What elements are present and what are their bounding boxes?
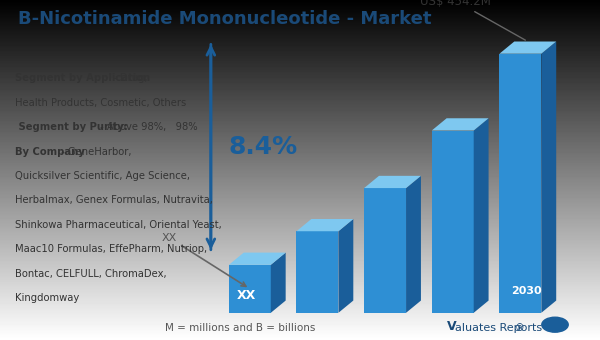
Text: Herbalmax, Genex Formulas, Nutravita,: Herbalmax, Genex Formulas, Nutravita,: [15, 195, 213, 205]
Text: US$ 454.2M: US$ 454.2M: [421, 0, 526, 40]
Text: - GeneHarbor,: - GeneHarbor,: [58, 147, 132, 156]
Text: By Company: By Company: [15, 147, 85, 156]
Polygon shape: [296, 231, 338, 313]
Text: Segment by Purity:: Segment by Purity:: [15, 122, 128, 132]
Text: aluates Reports: aluates Reports: [455, 323, 542, 333]
Text: Kingdomway: Kingdomway: [15, 293, 79, 303]
Polygon shape: [541, 41, 556, 313]
Polygon shape: [473, 118, 488, 313]
Polygon shape: [229, 253, 286, 265]
Polygon shape: [499, 41, 556, 54]
Polygon shape: [296, 219, 353, 231]
Polygon shape: [432, 131, 473, 313]
Text: ®: ®: [515, 323, 524, 333]
Text: Health Products, Cosmetic, Others: Health Products, Cosmetic, Others: [15, 98, 186, 107]
Text: XX: XX: [237, 289, 256, 302]
Text: V: V: [447, 320, 457, 333]
Polygon shape: [499, 54, 541, 313]
Text: 2030: 2030: [511, 286, 542, 296]
Polygon shape: [229, 265, 271, 313]
Text: - Above 98%,   98%: - Above 98%, 98%: [97, 122, 198, 132]
Text: M = millions and B = billions: M = millions and B = billions: [165, 323, 315, 333]
Text: 8.4%: 8.4%: [229, 135, 298, 159]
Polygon shape: [338, 219, 353, 313]
Polygon shape: [271, 253, 286, 313]
Text: XX: XX: [161, 233, 246, 286]
Polygon shape: [364, 176, 421, 188]
Polygon shape: [406, 176, 421, 313]
Text: Maac10 Formulas, EffePharm, Nutriop,: Maac10 Formulas, EffePharm, Nutriop,: [15, 244, 207, 254]
Text: Quicksilver Scientific, Age Science,: Quicksilver Scientific, Age Science,: [15, 171, 190, 181]
Text: Segment by Application: Segment by Application: [15, 73, 150, 83]
Text: B-Nicotinamide Mononucleotide - Market: B-Nicotinamide Mononucleotide - Market: [18, 10, 431, 28]
Polygon shape: [364, 188, 406, 313]
Circle shape: [542, 317, 568, 332]
Text: Shinkowa Pharmaceutical, Oriental Yeast,: Shinkowa Pharmaceutical, Oriental Yeast,: [15, 220, 222, 230]
Polygon shape: [432, 118, 488, 131]
Text: - Drug,: - Drug,: [110, 73, 148, 83]
Text: Bontac, CELFULL, ChromaDex,: Bontac, CELFULL, ChromaDex,: [15, 269, 167, 279]
